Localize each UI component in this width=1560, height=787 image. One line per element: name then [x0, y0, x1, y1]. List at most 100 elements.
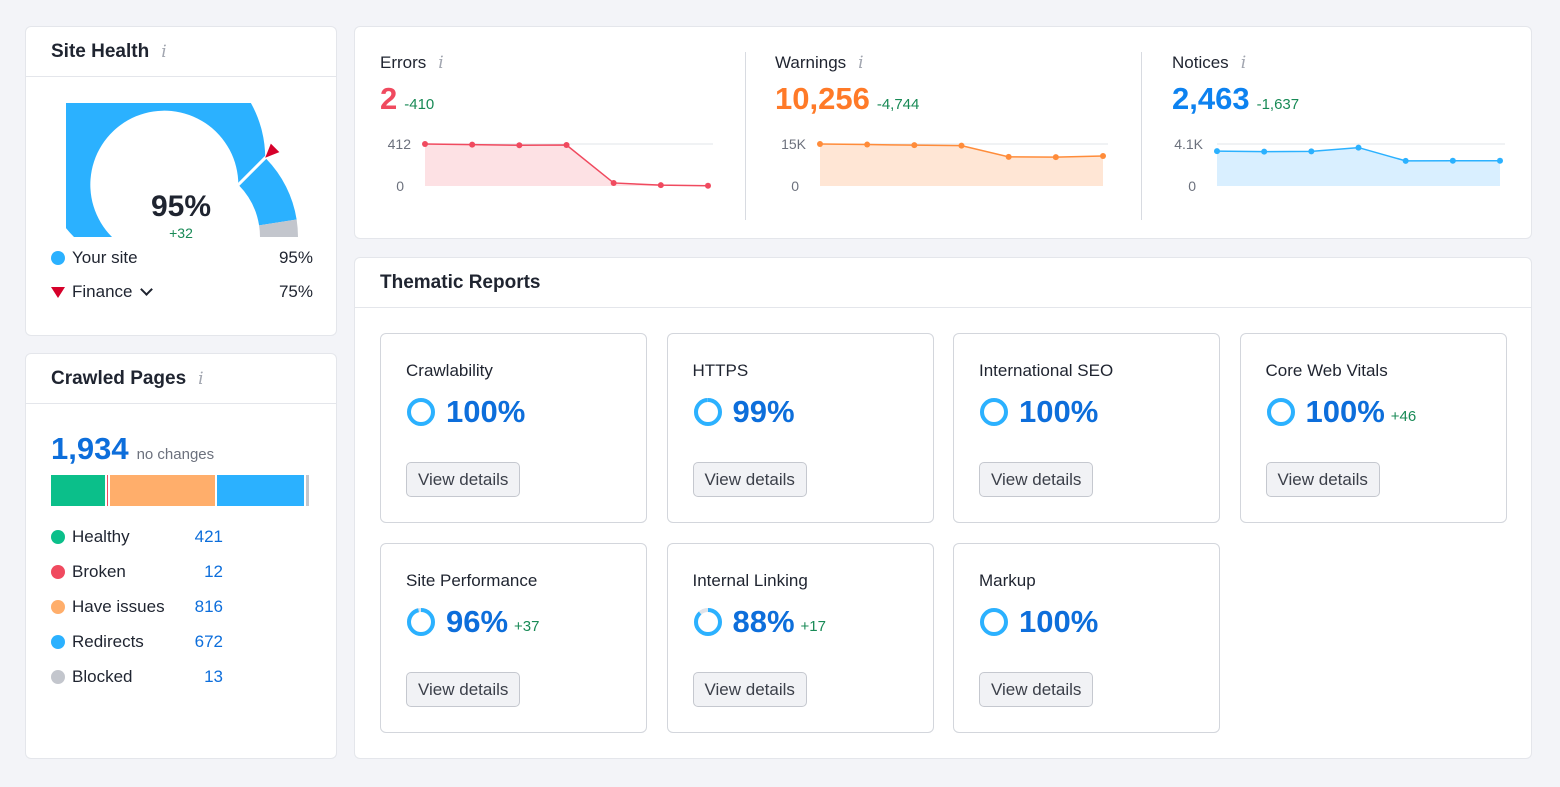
sparkline-point[interactable]: [1261, 148, 1268, 155]
info-icon[interactable]: i: [438, 53, 444, 73]
stack-segment-have-issues[interactable]: [109, 475, 218, 506]
score-ring-icon: [980, 608, 1008, 636]
y-tick-top: 15K: [781, 136, 807, 152]
crawled-row-have-issues: Have issues 816: [51, 596, 223, 618]
stack-segment-healthy[interactable]: [51, 475, 107, 506]
sparkline-point[interactable]: [610, 179, 617, 186]
crawled-count[interactable]: 816: [194, 597, 223, 616]
site-health-delta: +32: [169, 225, 193, 241]
metric-name: Notices: [1172, 53, 1229, 72]
tile-score-value[interactable]: 100%: [1305, 394, 1385, 429]
sparkline-point[interactable]: [1355, 144, 1362, 151]
chevron-down-icon: [140, 283, 154, 296]
divider: [745, 52, 746, 220]
legend-competitor: Finance 75%: [51, 281, 313, 303]
status-dot-icon: [51, 670, 65, 684]
sparkline-point[interactable]: [1100, 153, 1106, 160]
thematic-tile-site-performance[interactable]: Site Performance 96% +37 View details: [380, 543, 647, 733]
crawled-total-note: no changes: [136, 446, 215, 463]
view-details-button[interactable]: View details: [692, 672, 807, 707]
thematic-reports-card: Thematic Reports Crawlability 100% View de…: [354, 257, 1532, 759]
view-details-button[interactable]: View details: [979, 462, 1094, 497]
tile-score: 100%: [406, 394, 525, 430]
tile-name: Site Performance: [406, 571, 538, 590]
thematic-tile-https[interactable]: HTTPS 99% View details: [666, 333, 934, 523]
sparkline-point[interactable]: [422, 141, 428, 147]
divider: [1141, 52, 1142, 220]
info-icon[interactable]: i: [858, 53, 864, 73]
stack-segment-blocked[interactable]: [306, 475, 309, 506]
tile-score-value[interactable]: 100%: [1019, 394, 1099, 429]
tile-name: Crawlability: [406, 361, 493, 380]
legend-value: 75%: [278, 282, 313, 301]
sparkline-point[interactable]: [563, 142, 570, 149]
sparkline-point[interactable]: [1497, 157, 1503, 164]
view-details-button[interactable]: View details: [692, 462, 807, 497]
metric-value[interactable]: 10,256: [775, 81, 870, 116]
gauge-segment-secondary: [238, 158, 297, 226]
competitor-dropdown[interactable]: Finance: [51, 282, 279, 302]
thematic-tile-markup[interactable]: Markup 100% View details: [953, 543, 1220, 733]
info-icon[interactable]: i: [161, 41, 167, 62]
info-icon[interactable]: i: [198, 368, 204, 389]
view-details-button[interactable]: View details: [406, 672, 521, 707]
crawled-count[interactable]: 672: [194, 632, 223, 651]
gauge-marker-line: [236, 156, 267, 187]
sparkline-area: [425, 144, 708, 186]
view-details-button[interactable]: View details: [979, 672, 1094, 707]
sparkline-point[interactable]: [817, 141, 823, 147]
crawled-count[interactable]: 421: [194, 527, 223, 546]
sparkline-point[interactable]: [1308, 148, 1315, 155]
thematic-header: Thematic Reports: [355, 258, 1531, 308]
score-ring-icon: [980, 398, 1008, 426]
gauge-segment-primary: [66, 103, 266, 237]
sparkline-point[interactable]: [958, 142, 965, 149]
stack-segment-broken[interactable]: [106, 475, 110, 506]
sparkline-point[interactable]: [1052, 154, 1059, 161]
sparkline-point[interactable]: [705, 182, 711, 189]
crawled-count[interactable]: 12: [204, 562, 223, 581]
legend-value: 95%: [278, 248, 313, 267]
view-details-button[interactable]: View details: [1265, 462, 1380, 497]
crawled-row-redirects: Redirects 672: [51, 631, 223, 653]
sparkline-point[interactable]: [1005, 153, 1012, 160]
metric-value[interactable]: 2: [380, 81, 398, 116]
sparkline-point[interactable]: [1402, 157, 1409, 164]
site-health-card: Site Health i 95% +32 Your site 95% Fina…: [25, 26, 337, 336]
tile-score-value[interactable]: 100%: [1019, 604, 1099, 639]
metric-delta: -1,637: [1256, 96, 1300, 113]
sparkline-point[interactable]: [657, 182, 664, 189]
view-details-button[interactable]: View details: [406, 462, 521, 497]
tile-score-value[interactable]: 100%: [446, 394, 526, 429]
warnings-sparkline: 15K 0: [781, 136, 1108, 194]
thematic-tile-internal-linking[interactable]: Internal Linking 88% +17 View details: [666, 543, 934, 733]
tile-score-value[interactable]: 99%: [732, 394, 795, 429]
y-tick-bottom: 0: [396, 178, 404, 194]
tile-name: Markup: [979, 571, 1036, 590]
tile-score-value[interactable]: 96%: [446, 604, 509, 639]
sparkline-point[interactable]: [516, 142, 523, 149]
sparkline-point[interactable]: [1449, 157, 1456, 164]
notices-metric: Notices i 2,463 -1,637 4.1K 0: [1147, 27, 1537, 237]
tile-score-value[interactable]: 88%: [732, 604, 795, 639]
info-icon[interactable]: i: [1240, 53, 1247, 73]
crawled-count[interactable]: 13: [204, 667, 223, 686]
errors-sparkline: 412 0: [388, 136, 713, 194]
sparkline-point[interactable]: [1214, 148, 1220, 155]
crawled-label: Healthy: [72, 527, 130, 546]
thematic-tile-crawlability[interactable]: Crawlability 100% View details: [380, 333, 647, 523]
status-dot-icon: [51, 565, 65, 579]
score-ring-icon: [407, 608, 435, 636]
thematic-tile-core-web-vitals[interactable]: Core Web Vitals 100% +46 View details: [1239, 333, 1507, 523]
score-ring-icon: [1266, 398, 1295, 426]
sparkline-point[interactable]: [911, 142, 918, 149]
thematic-tile-international-seo[interactable]: International SEO 100% View details: [953, 333, 1220, 523]
site-health-header: Site Health i: [26, 27, 336, 77]
tile-score: 100% +46: [1266, 394, 1416, 430]
site-health-score: 95%: [150, 190, 212, 223]
stack-segment-redirects[interactable]: [217, 475, 307, 506]
sparkline-point[interactable]: [469, 141, 476, 148]
metric-value[interactable]: 2,463: [1172, 81, 1250, 116]
sparkline-point[interactable]: [864, 141, 871, 148]
crawled-total-value[interactable]: 1,934: [51, 431, 129, 466]
